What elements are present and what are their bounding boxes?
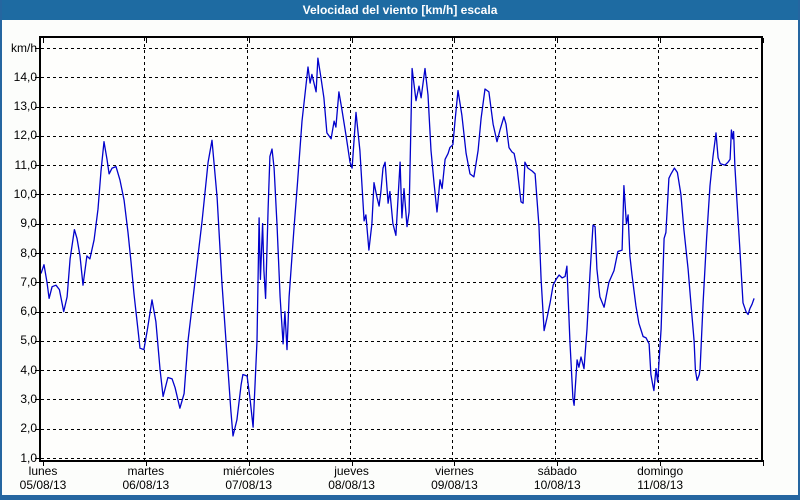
day-date: 08/08/13 [328, 478, 375, 492]
axis-tick [35, 224, 41, 225]
day-name: viernes [435, 464, 474, 478]
axis-tick [763, 460, 764, 466]
day-date: 11/08/13 [637, 478, 684, 492]
x-axis-day-label: miércoles 07/08/13 [194, 464, 304, 492]
axis-tick [660, 38, 661, 43]
axis-tick [35, 165, 41, 166]
day-date: 09/08/13 [431, 478, 478, 492]
axis-tick [35, 458, 41, 459]
y-axis-tick-label: 14,0 [13, 69, 37, 84]
day-name: miércoles [223, 464, 275, 478]
axis-tick [35, 136, 41, 137]
day-date: 05/08/13 [19, 478, 67, 492]
plot-area [39, 36, 763, 462]
axis-tick [43, 38, 44, 43]
axis-tick [557, 460, 558, 466]
axis-tick [352, 38, 353, 43]
axis-tick [763, 38, 764, 43]
day-name: lunes [28, 464, 58, 478]
y-axis-tick-label: 11,0 [14, 157, 37, 172]
axis-tick [35, 253, 41, 254]
y-axis-tick-label: 5,0 [20, 333, 37, 348]
x-axis-day-label: viernes 09/08/13 [399, 464, 509, 492]
day-date: 07/08/13 [225, 478, 273, 492]
y-axis-tick-label: 13,0 [13, 99, 37, 114]
day-date: 10/08/13 [533, 478, 581, 492]
axis-tick [35, 194, 41, 195]
y-axis-unit-label: km/h [10, 40, 37, 55]
day-name: jueves [334, 464, 369, 478]
axis-tick [35, 370, 41, 371]
x-axis-day-label: sábado 10/08/13 [502, 464, 612, 492]
y-axis-tick-label: 8,0 [20, 245, 37, 260]
axis-tick [249, 38, 250, 43]
day-name: domingo [637, 464, 684, 478]
axis-tick [35, 48, 41, 49]
wind-speed-line-chart [41, 38, 761, 460]
axis-tick [35, 282, 41, 283]
y-axis-tick-label: 7,0 [20, 274, 37, 289]
axis-tick [35, 429, 41, 430]
x-axis-day-label: jueves 08/08/13 [297, 464, 407, 492]
day-date: 06/08/13 [122, 478, 170, 492]
axis-tick [352, 460, 353, 466]
wind-speed-series-line [41, 57, 755, 437]
axis-tick [35, 77, 41, 78]
axis-tick [35, 399, 41, 400]
axis-tick [146, 38, 147, 43]
axis-tick [454, 38, 455, 43]
axis-tick [557, 38, 558, 43]
chart-title: Velocidad del viento [km/h] escala [302, 3, 498, 17]
axis-tick [660, 460, 661, 466]
y-axis-tick-label: 1,0 [20, 450, 37, 465]
x-axis-day-label: domingo 11/08/13 [605, 464, 715, 492]
chart-title-bar: Velocidad del viento [km/h] escala [2, 0, 798, 20]
axis-tick [43, 460, 44, 466]
y-axis-tick-label: 6,0 [20, 304, 37, 319]
x-axis-day-label: lunes 05/08/13 [2, 464, 98, 492]
y-axis-tick-label: 10,0 [13, 186, 37, 201]
y-axis-tick-label: 3,0 [20, 391, 37, 406]
day-name: martes [127, 464, 165, 478]
y-axis-tick-label: 2,0 [20, 421, 37, 436]
x-axis-day-label: martes 06/08/13 [91, 464, 201, 492]
axis-tick [35, 341, 41, 342]
y-axis-tick-label: 9,0 [20, 216, 37, 231]
axis-tick [35, 107, 41, 108]
y-axis-tick-label: 12,0 [13, 128, 37, 143]
axis-tick [146, 460, 147, 466]
axis-tick [454, 460, 455, 466]
axis-tick [249, 460, 250, 466]
day-name: sábado [537, 464, 577, 478]
axis-tick [35, 312, 41, 313]
y-axis-tick-label: 4,0 [20, 362, 37, 377]
